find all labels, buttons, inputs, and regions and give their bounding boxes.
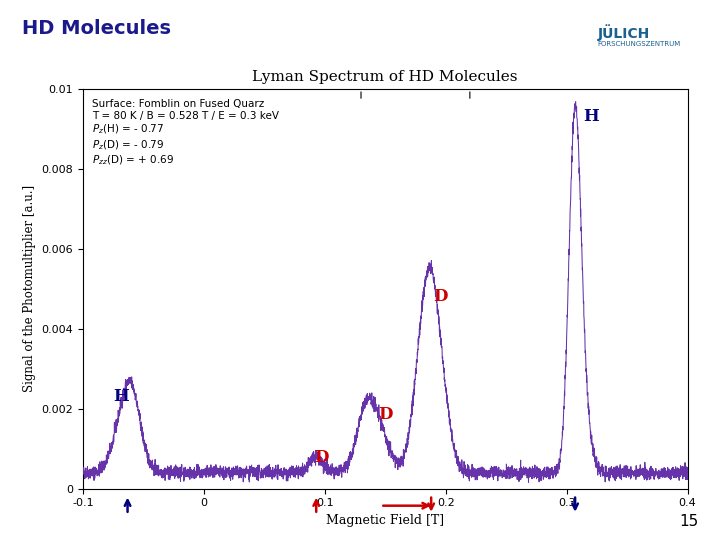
Title: Lyman Spectrum of HD Molecules: Lyman Spectrum of HD Molecules	[253, 70, 518, 84]
Text: 15: 15	[679, 514, 698, 529]
X-axis label: Magnetic Field [T]: Magnetic Field [T]	[326, 514, 444, 527]
Text: H: H	[583, 108, 599, 125]
Text: D: D	[314, 449, 328, 466]
Text: D: D	[433, 288, 448, 305]
Text: FORSCHUNGSZENTRUM: FORSCHUNGSZENTRUM	[598, 40, 681, 46]
Text: D: D	[378, 406, 392, 423]
Text: H: H	[114, 388, 130, 405]
Text: HD Molecules: HD Molecules	[22, 19, 171, 38]
Y-axis label: Signal of the Photomultiplier [a.u.]: Signal of the Photomultiplier [a.u.]	[23, 185, 36, 393]
Text: JÜLICH: JÜLICH	[598, 24, 650, 41]
Text: Surface: Fomblin on Fused Quarz
T = 80 K / B = 0.528 T / E = 0.3 keV
$P_z$(H) = : Surface: Fomblin on Fused Quarz T = 80 K…	[92, 99, 279, 167]
